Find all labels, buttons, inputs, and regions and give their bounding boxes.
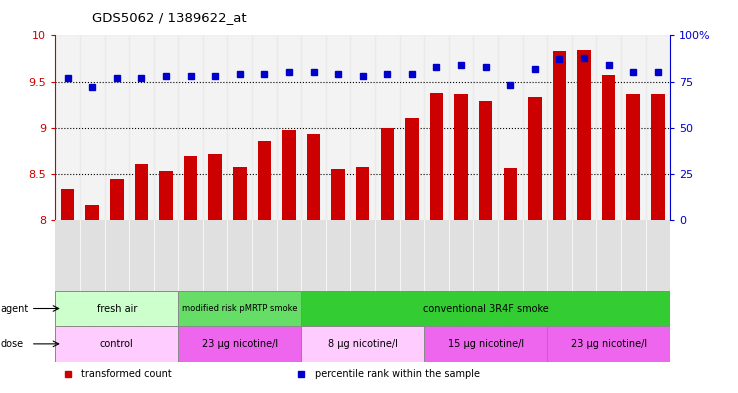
Bar — [473, 35, 498, 220]
Bar — [86, 205, 99, 220]
Bar — [498, 35, 523, 220]
Bar — [252, 35, 277, 220]
Bar — [208, 154, 222, 220]
Bar — [627, 94, 640, 220]
Bar — [547, 35, 572, 220]
Bar — [55, 326, 179, 362]
Bar — [307, 134, 320, 220]
Bar — [331, 169, 345, 220]
Bar — [602, 75, 615, 220]
Bar — [179, 35, 203, 220]
Bar — [547, 326, 670, 362]
Text: transformed count: transformed count — [81, 369, 172, 379]
Bar — [577, 50, 591, 220]
Bar — [399, 35, 424, 220]
Text: 8 µg nicotine/l: 8 µg nicotine/l — [328, 339, 398, 349]
Bar — [110, 178, 123, 220]
Text: 15 µg nicotine/l: 15 µg nicotine/l — [448, 339, 524, 349]
Text: percentile rank within the sample: percentile rank within the sample — [315, 369, 480, 379]
Bar — [479, 101, 492, 220]
Bar — [572, 35, 596, 220]
Bar — [301, 35, 326, 220]
Bar — [301, 326, 424, 362]
Text: modified risk pMRTP smoke: modified risk pMRTP smoke — [182, 304, 297, 313]
Bar — [129, 35, 154, 220]
Bar — [203, 35, 227, 220]
Bar — [55, 291, 179, 326]
Text: dose: dose — [1, 339, 24, 349]
Bar — [375, 35, 399, 220]
Bar — [651, 94, 665, 220]
Bar — [179, 291, 301, 326]
Bar — [227, 35, 252, 220]
Bar — [356, 167, 370, 220]
Bar — [381, 128, 394, 220]
Bar — [621, 35, 646, 220]
Text: 23 µg nicotine/l: 23 µg nicotine/l — [201, 339, 277, 349]
Bar — [282, 130, 296, 220]
Bar — [326, 35, 351, 220]
Text: conventional 3R4F smoke: conventional 3R4F smoke — [423, 303, 548, 314]
Bar — [258, 141, 271, 220]
Text: control: control — [100, 339, 134, 349]
Bar — [233, 167, 246, 220]
Bar — [184, 156, 197, 220]
Bar — [134, 164, 148, 220]
Text: fresh air: fresh air — [97, 303, 137, 314]
Bar — [455, 94, 468, 220]
Bar — [646, 35, 670, 220]
Bar — [424, 326, 547, 362]
Bar — [179, 326, 301, 362]
Bar — [105, 35, 129, 220]
Bar — [528, 97, 542, 220]
Bar — [61, 189, 75, 220]
Text: agent: agent — [1, 303, 29, 314]
Bar — [351, 35, 375, 220]
Text: 23 µg nicotine/l: 23 µg nicotine/l — [570, 339, 646, 349]
Bar — [449, 35, 473, 220]
Bar — [430, 93, 444, 220]
Bar — [80, 35, 105, 220]
Bar — [503, 168, 517, 220]
Bar — [277, 35, 301, 220]
Bar — [154, 35, 179, 220]
Bar — [553, 51, 566, 220]
Bar — [596, 35, 621, 220]
Text: GDS5062 / 1389622_at: GDS5062 / 1389622_at — [92, 11, 247, 24]
Bar — [424, 35, 449, 220]
Bar — [159, 171, 173, 220]
Bar — [523, 35, 547, 220]
Bar — [55, 35, 80, 220]
Bar — [405, 118, 418, 220]
Bar — [301, 291, 670, 326]
